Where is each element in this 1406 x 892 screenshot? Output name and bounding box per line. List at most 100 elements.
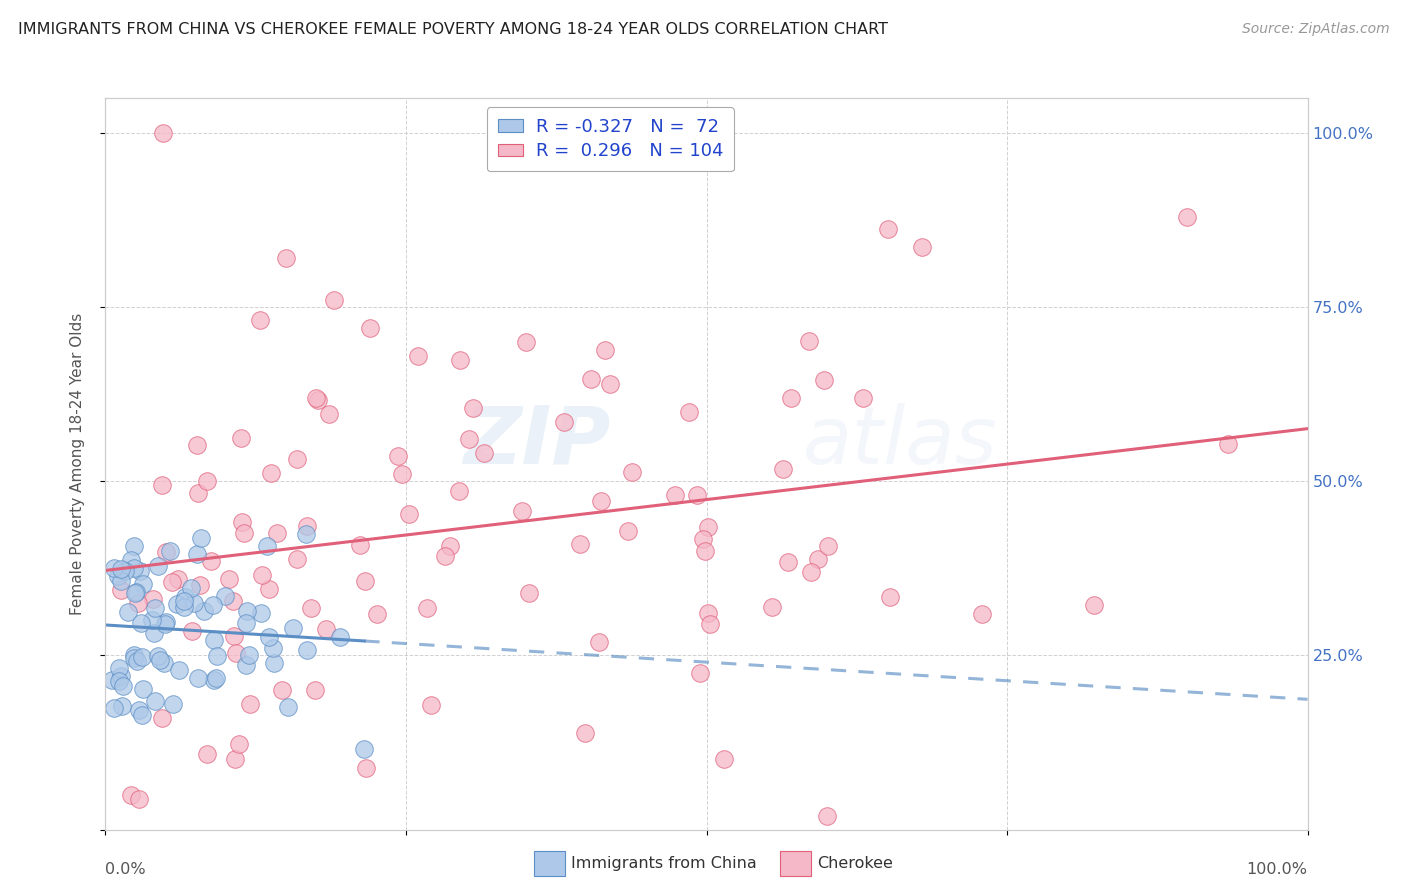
- Point: [153, 656, 176, 670]
- Point: [433, 549, 456, 564]
- Point: [200, 554, 222, 568]
- Point: [664, 488, 686, 502]
- Point: [260, 466, 283, 480]
- Point: [807, 552, 830, 566]
- Point: [205, 649, 228, 664]
- Point: [224, 752, 246, 766]
- Point: [553, 415, 575, 429]
- Point: [155, 616, 177, 631]
- Point: [581, 372, 603, 386]
- Point: [103, 701, 125, 715]
- Point: [250, 567, 273, 582]
- Point: [1216, 437, 1239, 451]
- Point: [239, 697, 262, 711]
- Point: [256, 539, 278, 553]
- Point: [202, 633, 225, 648]
- Point: [228, 737, 250, 751]
- Point: [617, 524, 640, 538]
- Point: [699, 616, 721, 631]
- Point: [249, 313, 271, 327]
- Point: [574, 726, 596, 740]
- Point: [187, 671, 209, 685]
- Text: Source: ZipAtlas.com: Source: ZipAtlas.com: [1241, 22, 1389, 37]
- Point: [124, 539, 146, 553]
- Point: [180, 581, 202, 595]
- Point: [257, 582, 280, 596]
- Point: [159, 543, 181, 558]
- Point: [305, 391, 328, 405]
- Point: [315, 622, 337, 636]
- Point: [1175, 210, 1198, 224]
- Point: [145, 694, 167, 708]
- Point: [150, 478, 173, 492]
- Point: [202, 673, 225, 687]
- Text: 100.0%: 100.0%: [1247, 863, 1308, 877]
- Point: [295, 518, 318, 533]
- Point: [449, 352, 471, 367]
- Point: [1083, 598, 1105, 612]
- Point: [150, 711, 173, 725]
- Point: [270, 682, 292, 697]
- Point: [439, 539, 461, 553]
- Point: [262, 641, 284, 656]
- Point: [799, 334, 821, 348]
- Point: [174, 591, 197, 605]
- Point: [162, 697, 184, 711]
- Point: [190, 531, 212, 545]
- Point: [122, 651, 145, 665]
- Point: [515, 334, 537, 349]
- Point: [193, 604, 215, 618]
- Point: [779, 391, 801, 405]
- Point: [235, 658, 257, 673]
- Point: [132, 577, 155, 591]
- Point: [761, 600, 783, 615]
- Point: [589, 493, 612, 508]
- Point: [186, 547, 208, 561]
- Point: [620, 465, 643, 479]
- Point: [415, 600, 437, 615]
- Point: [197, 474, 219, 488]
- Point: [693, 544, 716, 558]
- Point: [349, 538, 371, 552]
- Point: [166, 597, 188, 611]
- Point: [876, 222, 898, 236]
- Point: [689, 665, 711, 680]
- Point: [131, 682, 153, 697]
- Point: [449, 484, 471, 499]
- Point: [250, 606, 273, 620]
- Point: [166, 573, 188, 587]
- Text: Cherokee: Cherokee: [817, 856, 893, 871]
- Point: [391, 467, 413, 482]
- Point: [517, 586, 540, 600]
- Point: [120, 788, 142, 802]
- Point: [129, 564, 152, 578]
- Point: [231, 516, 253, 530]
- Point: [266, 526, 288, 541]
- Point: [692, 533, 714, 547]
- Point: [461, 401, 484, 416]
- Point: [110, 669, 132, 683]
- Point: [678, 405, 700, 419]
- Point: [295, 643, 318, 657]
- Point: [122, 561, 145, 575]
- Point: [235, 616, 257, 631]
- Point: [142, 625, 165, 640]
- Point: [813, 373, 835, 387]
- Point: [697, 520, 720, 534]
- Text: IMMIGRANTS FROM CHINA VS CHEROKEE FEMALE POVERTY AMONG 18-24 YEAR OLDS CORRELATI: IMMIGRANTS FROM CHINA VS CHEROKEE FEMALE…: [18, 22, 889, 37]
- Point: [398, 507, 420, 521]
- Text: atlas: atlas: [803, 403, 997, 481]
- Point: [599, 376, 621, 391]
- Point: [107, 569, 129, 583]
- Point: [778, 555, 800, 569]
- Point: [117, 605, 139, 619]
- Point: [187, 486, 209, 500]
- Point: [569, 536, 592, 550]
- Point: [697, 607, 720, 621]
- Point: [142, 592, 165, 607]
- Point: [183, 595, 205, 609]
- Point: [155, 544, 177, 558]
- Point: [510, 504, 533, 518]
- Point: [318, 407, 340, 421]
- Point: [329, 630, 352, 644]
